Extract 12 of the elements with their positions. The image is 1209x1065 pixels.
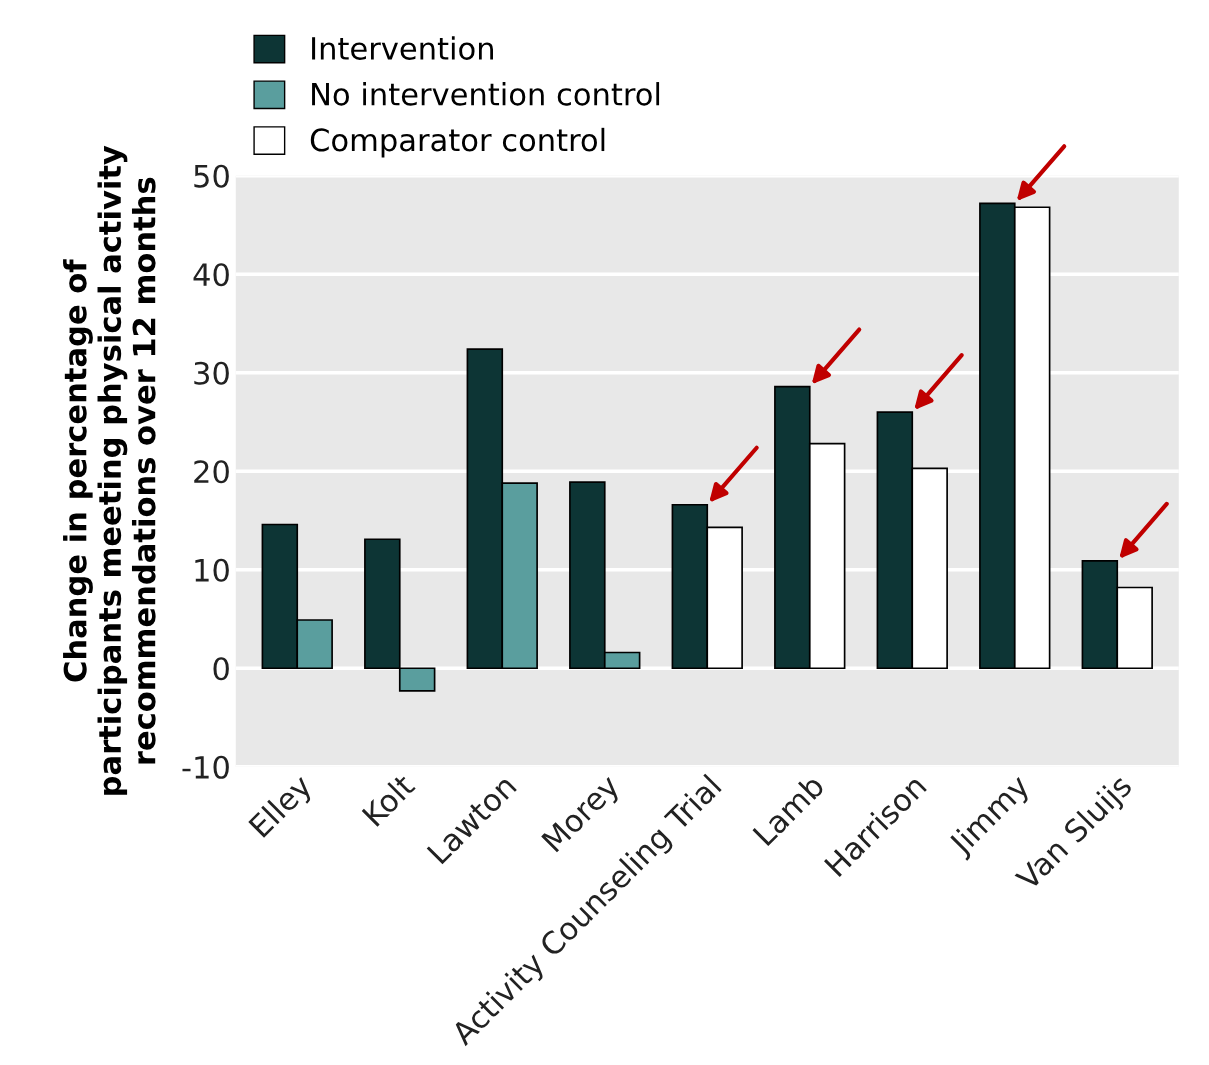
legend-label: Comparator control (310, 127, 605, 158)
legend-label: Intervention (312, 36, 493, 60)
y-tick-label: 50 (194, 164, 229, 188)
y-tick-label: 40 (193, 263, 229, 287)
y-tick-label: 30 (194, 361, 229, 385)
y-tick-label: 0 (213, 657, 229, 681)
y-tick-label: 20 (194, 460, 229, 484)
y-tick-label: 10 (195, 558, 229, 582)
y-tick-label: -10 (182, 755, 229, 779)
x-tick-label: Kolt (361, 772, 416, 828)
y-axis-title: Change in percentage of participants meeting physical activity recommendations over 12 months (63, 145, 156, 795)
legend-label: No intervention control (312, 82, 660, 106)
